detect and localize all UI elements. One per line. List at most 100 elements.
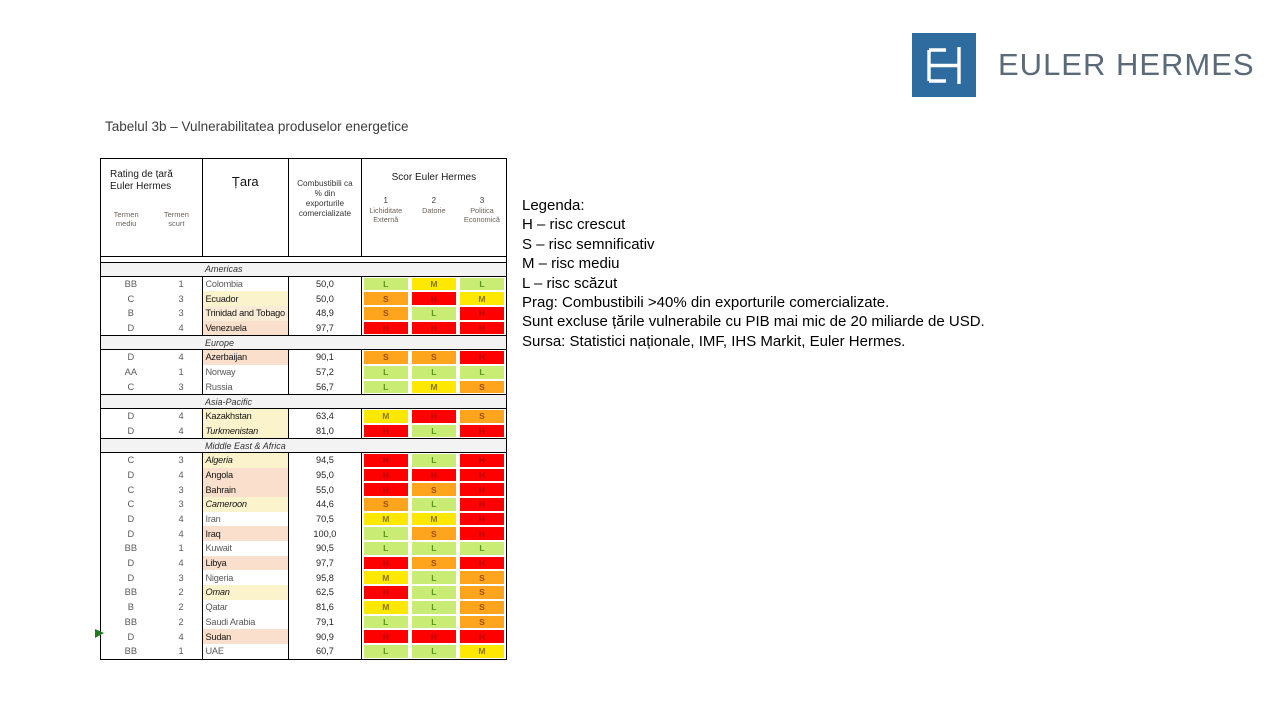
- risk-badge: M: [363, 409, 408, 423]
- legend-line: S – risc semnificativ: [522, 235, 655, 253]
- score-cell: H: [458, 424, 506, 439]
- score-cell: H: [458, 453, 506, 468]
- rating-medium-cell: BB: [124, 616, 138, 627]
- rating-short-cell: 4: [178, 425, 184, 436]
- score-cell: L: [410, 453, 458, 468]
- risk-badge: L: [363, 380, 408, 394]
- table-row: C 3 Algeria 94,5 H L H: [101, 452, 506, 468]
- risk-badge: S: [459, 380, 505, 394]
- country-cell: Algeria: [201, 452, 289, 468]
- risk-badge: L: [411, 615, 456, 629]
- risk-badge: H: [459, 512, 505, 526]
- fuel-export-value-cell: 55,0: [288, 482, 361, 497]
- risk-badge: H: [411, 468, 456, 482]
- legend-line: Legenda:: [522, 197, 585, 214]
- rating-short-cell: 4: [178, 631, 184, 642]
- score-cell: M: [362, 600, 410, 615]
- risk-badge: L: [459, 365, 505, 379]
- rating-short-cell: 1: [178, 367, 184, 378]
- score-cell: L: [362, 644, 410, 659]
- fuel-export-value-cell: 90,1: [288, 350, 361, 365]
- header-country: Țara: [201, 159, 289, 256]
- rating-medium-cell: BB: [124, 587, 138, 598]
- table-header: Rating de țară Euler Hermes Termen mediu…: [101, 159, 506, 257]
- risk-badge: H: [363, 630, 408, 643]
- risk-badge: H: [363, 556, 408, 570]
- fuel-export-value-cell: 57,2: [288, 364, 361, 380]
- region-row: Americas: [101, 262, 506, 277]
- rating-short-cell: 4: [178, 352, 184, 363]
- country-cell: Angola: [201, 467, 289, 483]
- header-rating: Rating de țară Euler Hermes Termen mediu…: [101, 159, 202, 256]
- risk-badge: L: [411, 498, 456, 511]
- risk-badge: H: [363, 424, 408, 438]
- risk-badge: S: [411, 351, 456, 364]
- risk-badge: S: [459, 571, 505, 585]
- country-cell: Russia: [201, 379, 289, 395]
- risk-badge: H: [363, 453, 408, 467]
- country-cell: Iran: [201, 511, 289, 527]
- table-row: BB 1 Colombia 50,0 L M L: [101, 276, 506, 292]
- header-fuels-label: Combustibili ca % din exporturile comerc…: [297, 179, 353, 218]
- rating-short-cell: 4: [178, 514, 184, 525]
- country-cell: Libya: [201, 555, 289, 571]
- rating-medium-cell: D: [127, 352, 135, 363]
- country-cell: Trinidad and Tobago: [201, 306, 289, 321]
- table-row: D 4 Libya 97,7 H S H: [101, 555, 506, 571]
- rating-medium-cell: D: [127, 323, 135, 334]
- score-cell: H: [458, 512, 506, 527]
- rating-medium-cell: B: [127, 308, 134, 319]
- table-row: D 4 Sudan 90,9 H H H: [101, 629, 506, 644]
- table-row: B 3 Trinidad and Tobago 48,9 S L H: [101, 306, 506, 321]
- region-row: Middle East & Africa: [101, 438, 506, 453]
- risk-badge: H: [459, 424, 505, 438]
- rating-medium-cell: C: [127, 293, 135, 304]
- risk-badge: H: [459, 630, 505, 643]
- rating-medium-cell: BB: [124, 543, 138, 554]
- risk-badge: S: [459, 600, 505, 614]
- risk-badge: M: [411, 512, 456, 526]
- fuel-export-value-cell: 95,0: [288, 467, 361, 483]
- score-cell: M: [362, 570, 410, 585]
- legend-line: H – risc crescut: [522, 216, 626, 234]
- score-cell: L: [458, 277, 506, 292]
- legend-line: L – risc scăzut: [522, 274, 618, 292]
- risk-badge: H: [411, 292, 456, 306]
- legend: Legenda: H – risc crescut S – risc semnifi…: [522, 196, 985, 351]
- region-label: Middle East & Africa: [205, 440, 286, 451]
- score-cell: L: [410, 306, 458, 321]
- rating-medium-cell: C: [127, 455, 135, 466]
- country-cell: Saudi Arabia: [201, 614, 289, 630]
- country-cell: Iraq: [201, 526, 289, 542]
- score-cell: L: [362, 365, 410, 380]
- rating-medium-cell: D: [127, 469, 135, 480]
- rating-medium-cell: D: [127, 631, 135, 642]
- risk-badge: S: [363, 307, 408, 320]
- score-cell: L: [410, 600, 458, 615]
- table-row: D 4 Angola 95,0 H H H: [101, 467, 506, 483]
- rating-short-cell: 3: [178, 572, 184, 583]
- page-title: Tabelul 3b – Vulnerabilitatea produselor…: [105, 119, 409, 134]
- score-cell: S: [410, 482, 458, 497]
- header-score-subs: 1 Lichiditate Externă 2 Datorie 3 Politi…: [362, 196, 506, 224]
- rating-short-cell: 4: [178, 469, 184, 480]
- score-cell: H: [458, 350, 506, 365]
- fuel-export-value-cell: 60,7: [288, 643, 361, 659]
- risk-badge: H: [459, 453, 505, 467]
- rating-medium-cell: C: [127, 381, 135, 392]
- header-score-sub-economic-policy: 3 Politica Economică: [458, 196, 506, 224]
- fuel-export-value-cell: 79,1: [288, 614, 361, 630]
- risk-badge: L: [363, 615, 408, 629]
- score-cell: H: [458, 497, 506, 512]
- legend-line: M – risc mediu: [522, 255, 620, 273]
- score-cell: S: [458, 585, 506, 600]
- score-cell: L: [362, 380, 410, 395]
- score-cell: H: [362, 629, 410, 644]
- table-row: C 3 Cameroon 44,6 S L H: [101, 497, 506, 512]
